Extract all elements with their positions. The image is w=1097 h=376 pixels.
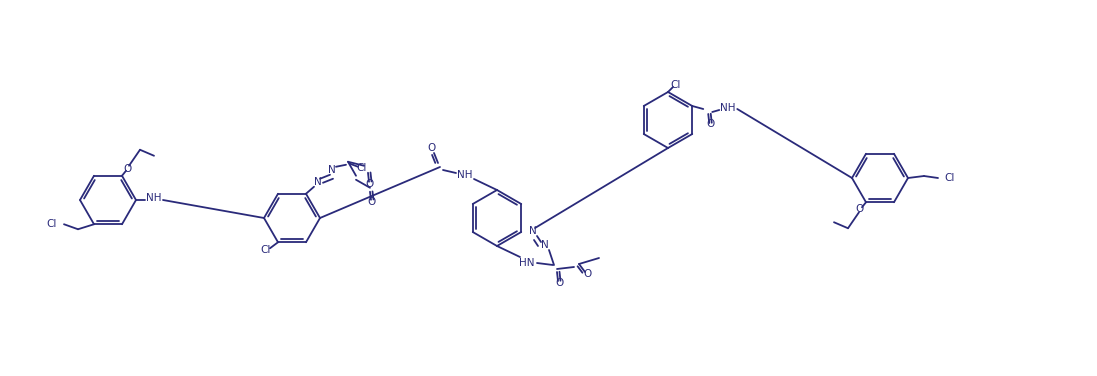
- Text: O: O: [367, 197, 376, 207]
- Text: NH: NH: [146, 193, 161, 203]
- Text: O: O: [428, 143, 437, 153]
- Text: NH: NH: [721, 103, 736, 113]
- Text: O: O: [856, 204, 864, 214]
- Text: Cl: Cl: [357, 163, 367, 173]
- Text: Cl: Cl: [47, 219, 57, 229]
- Text: O: O: [706, 119, 714, 129]
- Text: Cl: Cl: [945, 173, 955, 183]
- Text: N: N: [328, 165, 336, 175]
- Text: NH: NH: [457, 170, 473, 180]
- Text: Cl: Cl: [261, 245, 271, 255]
- Text: O: O: [583, 269, 591, 279]
- Text: O: O: [124, 164, 132, 174]
- Text: Cl: Cl: [670, 80, 681, 90]
- Text: HN: HN: [519, 258, 534, 268]
- Text: N: N: [541, 240, 548, 250]
- Text: O: O: [555, 278, 563, 288]
- Text: O: O: [366, 179, 374, 189]
- Text: N: N: [314, 177, 321, 187]
- Text: N: N: [529, 226, 536, 236]
